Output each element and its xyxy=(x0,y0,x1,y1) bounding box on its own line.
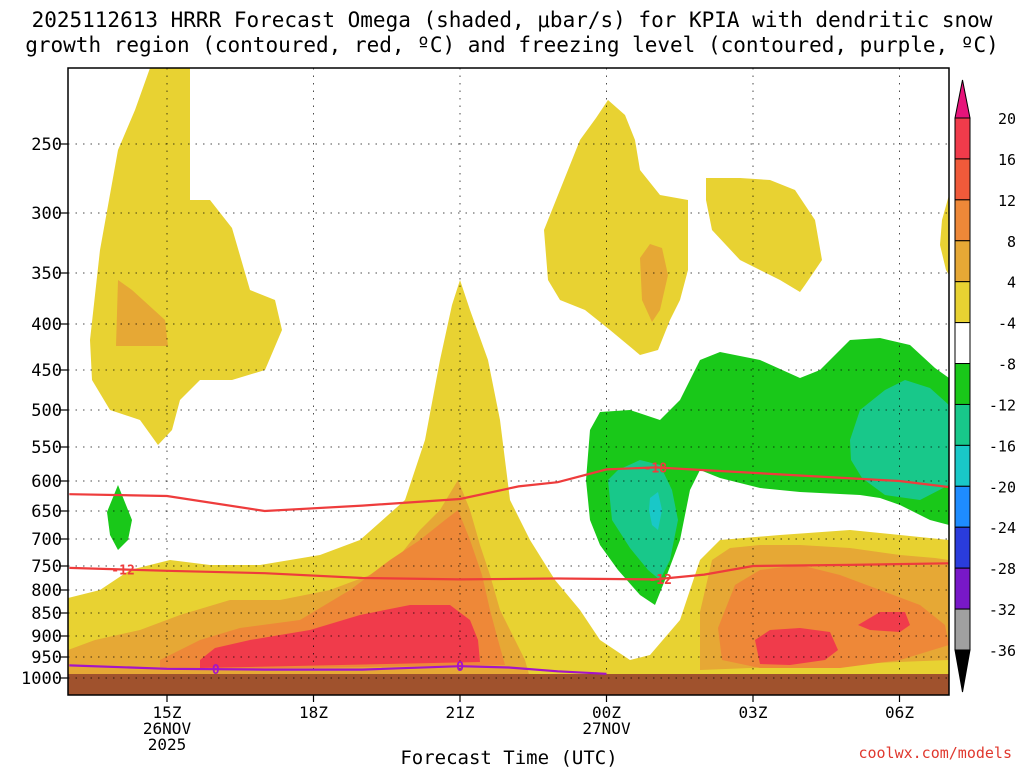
omega-positive-region-far-right xyxy=(940,195,949,275)
colorbar: 20 16 12 8 4 -4 -8 -12 -16 -20 -24 -28 -32 -36 xyxy=(954,79,1016,693)
colorbar-swatch xyxy=(954,322,971,365)
y-tick-label: 700 xyxy=(31,530,62,550)
y-tick-label: 400 xyxy=(31,315,62,335)
omega-positive-region-upper-middle-core xyxy=(640,244,668,322)
omega-positive-region-red-right-small xyxy=(858,612,910,632)
omega-positive-region-red-left xyxy=(200,605,480,668)
ground-layer xyxy=(68,674,949,695)
contour-label: 0 xyxy=(212,663,220,678)
colorbar-label: -24 xyxy=(989,519,1016,537)
contour-dendritic-18c xyxy=(69,466,949,513)
y-tick-label: 350 xyxy=(31,264,62,284)
y-tick-label: 500 xyxy=(31,401,62,421)
colorbar-top-arrow xyxy=(954,79,971,119)
omega-positive-region-upper-left xyxy=(90,68,282,445)
colorbar-label: -28 xyxy=(989,560,1016,578)
omega-negative-region-teal xyxy=(608,460,678,580)
colorbar-swatch xyxy=(954,485,971,528)
contour-lines: -18 -12 -12 0 0 xyxy=(69,461,949,678)
credit-text[interactable]: coolwx.com/models xyxy=(858,744,1012,762)
y-tick-label: 750 xyxy=(31,557,62,577)
x-tick-label: 2025 xyxy=(148,735,187,754)
colorbar-swatch xyxy=(954,403,971,446)
y-tick-label: 800 xyxy=(31,581,62,601)
colorbar-swatch xyxy=(954,526,971,569)
y-tick-label: 950 xyxy=(31,648,62,668)
contour-label: -18 xyxy=(644,461,668,476)
colorbar-swatch xyxy=(954,444,971,487)
colorbar-swatch xyxy=(954,281,971,324)
colorbar-label: 12 xyxy=(998,192,1016,210)
x-tick-label: 18Z xyxy=(299,703,328,722)
colorbar-label: -16 xyxy=(989,437,1016,455)
x-tick-label: 21Z xyxy=(446,703,475,722)
x-tick-label: 03Z xyxy=(739,703,768,722)
contour-freezing-level-0c xyxy=(69,664,607,675)
x-axis-title: Forecast Time (UTC) xyxy=(400,747,617,768)
y-tick-label: 1000 xyxy=(21,669,62,689)
contour-label: -12 xyxy=(111,564,134,579)
omega-positive-region-upper-left-core xyxy=(116,280,168,346)
colorbar-label: -4 xyxy=(998,315,1016,333)
colorbar-swatch xyxy=(954,199,971,242)
colorbar-swatch xyxy=(954,117,971,160)
chart-title-line1: 2025112613 HRRR Forecast Omega (shaded, … xyxy=(31,8,993,32)
x-tick-label: 27NOV xyxy=(582,719,631,738)
colorbar-swatch xyxy=(954,158,971,201)
colorbar-label: -32 xyxy=(989,601,1016,619)
colorbar-bottom-arrow xyxy=(954,649,971,693)
x-tick-label: 26NOV xyxy=(143,719,192,738)
y-tick-label: 300 xyxy=(31,204,62,224)
x-tick-label: 15Z xyxy=(153,703,182,722)
colorbar-label: -8 xyxy=(998,356,1016,374)
omega-positive-region-upper-right xyxy=(706,178,822,292)
y-tick-label: 650 xyxy=(31,502,62,522)
y-tick-label: 250 xyxy=(31,135,62,155)
contour-label: 0 xyxy=(456,660,464,675)
x-tick-label: 06Z xyxy=(885,703,914,722)
contour-label: -12 xyxy=(648,573,671,588)
colorbar-swatch xyxy=(954,567,971,610)
y-tick-label: 850 xyxy=(31,604,62,624)
plot-frame xyxy=(67,67,950,696)
omega-negative-region-green xyxy=(586,338,949,605)
y-tick-label: 550 xyxy=(31,438,62,458)
colorbar-label: 20 xyxy=(998,110,1016,128)
colorbar-label: 4 xyxy=(1007,274,1016,292)
contour-dendritic-12c xyxy=(69,562,949,581)
colorbar-label: 8 xyxy=(1007,233,1016,251)
colorbar-label: -12 xyxy=(989,396,1016,414)
colorbar-swatch xyxy=(954,608,971,651)
colorbar-swatch xyxy=(954,240,971,283)
y-axis: 250 300 350 400 450 500 550 600 650 700 750 800 850 9… xyxy=(21,135,68,689)
omega-negative-region-left-spot xyxy=(107,485,132,550)
colorbar-label: -36 xyxy=(989,642,1016,660)
omega-negative-region-cyan xyxy=(649,492,662,530)
colorbar-label: 16 xyxy=(998,151,1016,169)
y-tick-label: 900 xyxy=(31,627,62,647)
y-tick-label: 450 xyxy=(31,361,62,381)
colorbar-label: -20 xyxy=(989,478,1016,496)
omega-shading xyxy=(68,68,949,678)
x-tick-label: 00Z xyxy=(592,703,621,722)
colorbar-swatch xyxy=(954,363,971,405)
omega-positive-region-red-right xyxy=(755,628,838,665)
y-tick-label: 600 xyxy=(31,472,62,492)
chart-title-line2: growth region (contoured, red, ºC) and f… xyxy=(25,33,999,57)
